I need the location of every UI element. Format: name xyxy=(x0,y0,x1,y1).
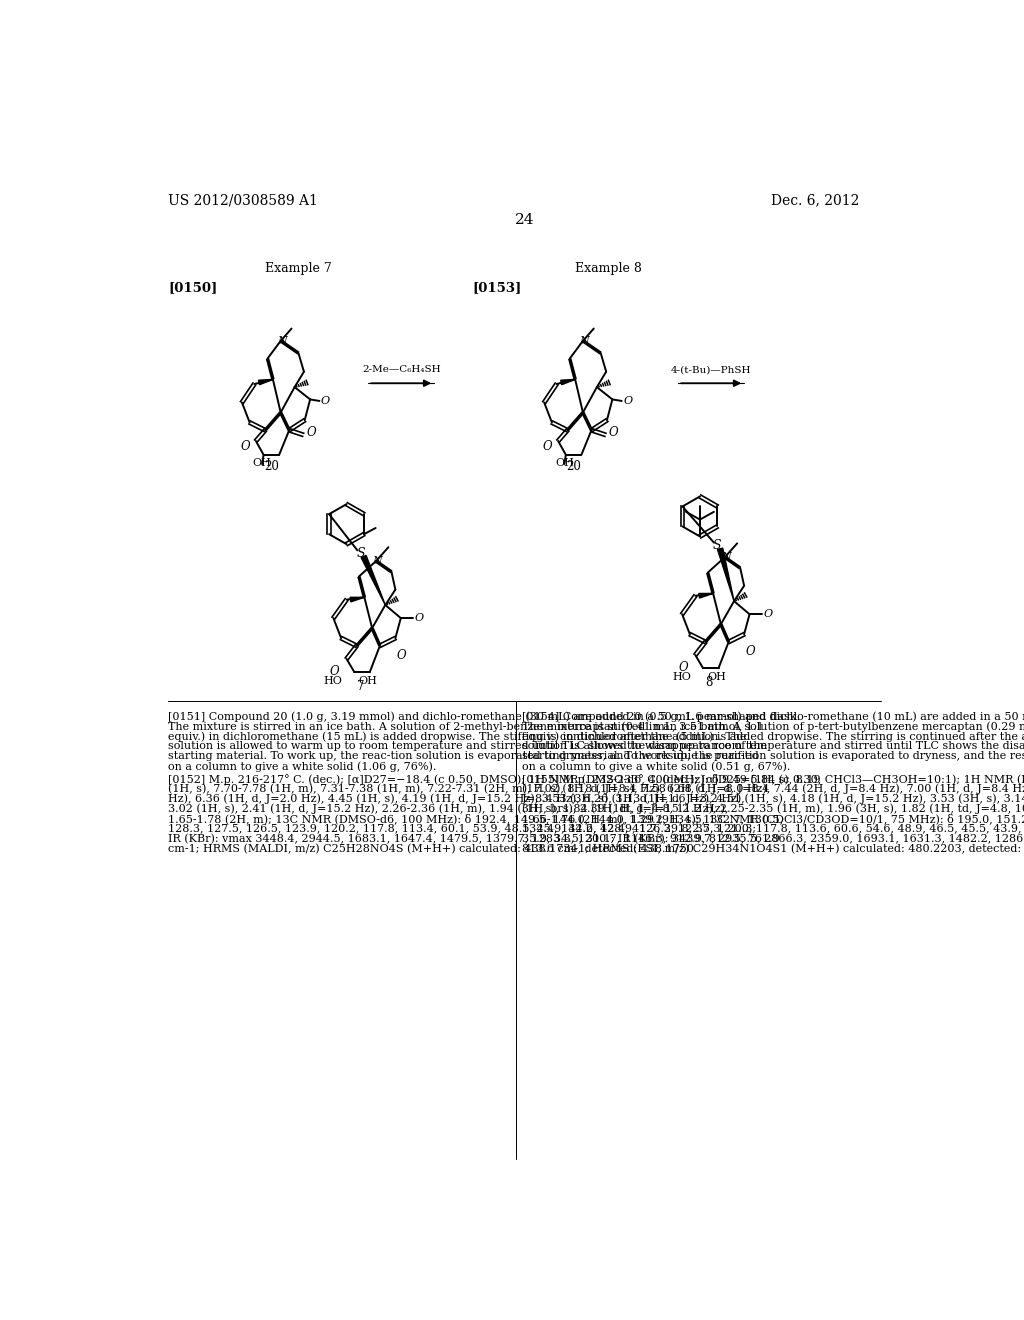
Text: 132.4, 132.2, 128.9, 126.2, 122.7, 121.0, 117.8, 113.6, 60.6, 54.6, 48.9, 46.5, : 132.4, 132.2, 128.9, 126.2, 122.7, 121.0… xyxy=(521,824,1024,834)
Text: on a column to give a white solid (0.51 g, 67%).: on a column to give a white solid (0.51 … xyxy=(521,762,791,772)
Polygon shape xyxy=(698,594,713,598)
Text: 20: 20 xyxy=(566,461,581,474)
Text: 7: 7 xyxy=(356,680,365,693)
Text: N: N xyxy=(278,335,287,346)
Text: starting material. To work up, the reac-tion solution is evaporated to dryness, : starting material. To work up, the reac-… xyxy=(168,751,759,762)
Text: Hz), 6.36 (1H, d, J=2.0 Hz), 4.45 (1H, s), 4.19 (1H, d, J=15.2 Hz), 3.53 (3H, s): Hz), 6.36 (1H, d, J=2.0 Hz), 4.45 (1H, s… xyxy=(168,793,745,804)
Text: Example 7: Example 7 xyxy=(265,263,332,276)
Text: O: O xyxy=(397,648,407,661)
Polygon shape xyxy=(361,556,385,605)
Text: O: O xyxy=(678,661,688,675)
Text: (1H, s), 8.18 (1H, s), 7.58 (2H, d, J=8.0 Hz), 7.44 (2H, d, J=8.4 Hz), 7.00 (1H,: (1H, s), 8.18 (1H, s), 7.58 (2H, d, J=8.… xyxy=(521,784,1024,795)
Text: 128.3, 127.5, 126.5, 123.9, 120.2, 117.8, 113.4, 60.1, 53.9, 48.5, 45.9, 44.6, 4: 128.3, 127.5, 126.5, 123.9, 120.2, 117.8… xyxy=(168,824,757,834)
Text: S: S xyxy=(713,539,721,552)
Text: O: O xyxy=(415,612,424,623)
Text: US 2012/0308589 A1: US 2012/0308589 A1 xyxy=(168,194,318,207)
Text: 1.65-1.78 (2H, m); 13C NMR (DMSO-d6, 100 MHz): δ 192.4, 149.5, 144.0, 144.0, 139: 1.65-1.78 (2H, m); 13C NMR (DMSO-d6, 100… xyxy=(168,813,783,825)
Polygon shape xyxy=(350,598,365,602)
Text: cm-1; HRMS (MALDI, m/z) C25H28NO4S (M+H+) calculated: 438.1734, detected: 438.17: cm-1; HRMS (MALDI, m/z) C25H28NO4S (M+H+… xyxy=(168,843,697,854)
Text: N: N xyxy=(580,335,590,346)
Text: solution is allowed to warm up to room temperature and stirred until TLC shows t: solution is allowed to warm up to room t… xyxy=(521,742,1024,751)
Text: J=8.4 Hz), 6.26 (1H, d, J=1.6 Hz), 4.51 (1H, s), 4.18 (1H, d, J=15.2 Hz), 3.53 (: J=8.4 Hz), 6.26 (1H, d, J=1.6 Hz), 4.51 … xyxy=(521,793,1024,804)
Text: 3.02 (1H, s), 2.41 (1H, d, J=15.2 Hz), 2.26-2.36 (1H, m), 1.94 (3H, s), 1.84 (1H: 3.02 (1H, s), 2.41 (1H, d, J=15.2 Hz), 2… xyxy=(168,804,729,814)
Text: N: N xyxy=(722,552,731,562)
Text: S: S xyxy=(356,546,365,560)
Text: equiv.) in dichloromethane (15 mL) is added dropwise. The stiffing is continued : equiv.) in dichloromethane (15 mL) is ad… xyxy=(168,731,746,742)
Text: 4-(t-Bu)—PhSH: 4-(t-Bu)—PhSH xyxy=(671,366,751,375)
Text: (1H, s), 7.70-7.78 (1H, m), 7.31-7.38 (1H, m), 7.22-7.31 (2H, m), 7.02 (1H, d, J: (1H, s), 7.70-7.78 (1H, m), 7.31-7.38 (1… xyxy=(168,784,770,795)
Text: [0153]: [0153] xyxy=(473,281,522,294)
Text: HO: HO xyxy=(672,672,691,681)
Text: OH: OH xyxy=(358,676,378,685)
Text: 2-Me—C₆H₄SH: 2-Me—C₆H₄SH xyxy=(362,366,441,375)
Text: 20: 20 xyxy=(264,461,279,474)
Text: OH: OH xyxy=(253,458,271,469)
Text: OH: OH xyxy=(708,672,726,681)
Polygon shape xyxy=(718,548,734,601)
Text: The mixture is stirred in an ice bath. A solution of p-tert-butylbenzene mercapt: The mixture is stirred in an ice bath. A… xyxy=(521,721,1024,731)
Text: N: N xyxy=(373,556,382,566)
Text: O: O xyxy=(321,396,330,407)
Text: O: O xyxy=(330,665,339,677)
Text: O: O xyxy=(745,644,756,657)
Text: O: O xyxy=(608,426,618,440)
Text: O: O xyxy=(624,396,633,407)
Text: [0155] M.p. 232-233° C. (dec.); [α]D25=5.84 (c 0.30, CHCl3—CH3OH=10:1); 1H NMR (: [0155] M.p. 232-233° C. (dec.); [α]D25=5… xyxy=(521,774,1024,784)
Text: solution is allowed to warm up to room temperature and stirred until TLC shows t: solution is allowed to warm up to room t… xyxy=(168,742,767,751)
Text: [0152] M.p. 216-217° C. (dec.); [α]D27=−18.4 (c 0.50, DMSO); 1H NMR (DMSO-d6, 40: [0152] M.p. 216-217° C. (dec.); [α]D27=−… xyxy=(168,774,821,784)
Text: (1H, brs), 2.39 (1H, d, J=15.2 Hz), 2.25-2.35 (1H, m), 1.96 (3H, s), 1.82 (1H, t: (1H, brs), 2.39 (1H, d, J=15.2 Hz), 2.25… xyxy=(521,804,1024,814)
Text: HO: HO xyxy=(324,676,342,685)
Text: O: O xyxy=(241,441,250,453)
Text: IR (KBr): vmax 3448.4, 2944.5, 1683.1, 1647.4, 1479.5, 1379.7, 1283.3, 1200.7, 1: IR (KBr): vmax 3448.4, 2944.5, 1683.1, 1… xyxy=(168,834,780,843)
Polygon shape xyxy=(561,379,575,384)
Text: 8: 8 xyxy=(706,676,713,689)
Text: O: O xyxy=(764,610,773,619)
Text: 24: 24 xyxy=(515,213,535,227)
Text: on a column to give a white solid (1.06 g, 76%).: on a column to give a white solid (1.06 … xyxy=(168,762,436,772)
Text: [0154] Compound 20 (0.5 g, 1.6 mmol) and dichlo-romethane (10 mL) are added in a: [0154] Compound 20 (0.5 g, 1.6 mmol) and… xyxy=(521,711,1024,722)
Text: 813.6 cm-1; HRMS (ESI, m/z) C29H34N1O4S1 (M+H+) calculated: 480.2203, detected: : 813.6 cm-1; HRMS (ESI, m/z) C29H34N1O4S1… xyxy=(521,843,1024,854)
Text: equiv.) in dichloromethane (5 mL) is added dropwise. The stirring is continued a: equiv.) in dichloromethane (5 mL) is add… xyxy=(521,731,1024,742)
Text: The mixture is stirred in an ice bath. A solution of 2-methyl-benzene mercaptan : The mixture is stirred in an ice bath. A… xyxy=(168,721,764,731)
Text: 35.9, 34.5, 31.1; IR (KBr): 3439.7, 2935.5, 2866.3, 2359.0, 1693.1, 1631.3, 1482: 35.9, 34.5, 31.1; IR (KBr): 3439.7, 2935… xyxy=(521,834,1024,843)
Text: Example 8: Example 8 xyxy=(575,263,642,276)
Text: O: O xyxy=(306,426,315,440)
Text: starting material. To work up, the reac-tion solution is evaporated to dryness, : starting material. To work up, the reac-… xyxy=(521,751,1024,762)
Text: O: O xyxy=(543,441,552,453)
Text: OH: OH xyxy=(555,458,573,469)
Polygon shape xyxy=(258,379,273,384)
Text: [0150]: [0150] xyxy=(168,281,217,294)
Text: [0151] Compound 20 (1.0 g, 3.19 mmol) and dichlo-romethane (30 mL) are added in : [0151] Compound 20 (1.0 g, 3.19 mmol) an… xyxy=(168,711,801,722)
Text: 1.66-1.76 (2H, m), 1.29 (9H, s); 13C NMR (CDCl3/CD3OD=10/1, 75 MHz): δ 195.0, 15: 1.66-1.76 (2H, m), 1.29 (9H, s); 13C NMR… xyxy=(521,813,1024,825)
Text: Dec. 6, 2012: Dec. 6, 2012 xyxy=(771,194,859,207)
